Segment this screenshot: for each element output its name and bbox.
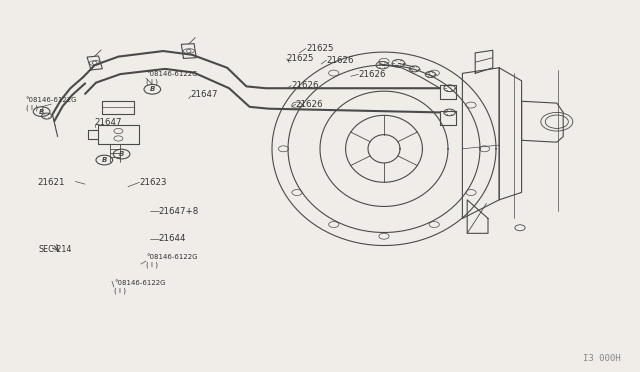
Text: 21625: 21625 [306,44,333,53]
Text: 21647: 21647 [191,90,218,99]
Text: B: B [102,157,107,163]
Text: B: B [39,109,44,115]
Text: I3 000H: I3 000H [583,354,621,363]
Text: 21647+8: 21647+8 [159,207,199,216]
Text: 21626: 21626 [358,70,386,79]
Text: °08146-6122G
( I ): °08146-6122G ( I ) [114,280,165,294]
Text: 21623: 21623 [140,178,167,187]
Text: °08146-6122G
( I ): °08146-6122G ( I ) [26,97,77,111]
Text: 21647: 21647 [95,118,122,127]
Text: 21626: 21626 [326,56,354,65]
Text: 21626: 21626 [296,100,323,109]
Text: 21625: 21625 [287,54,314,63]
Text: 21626: 21626 [291,81,319,90]
Text: SEC.214: SEC.214 [38,245,72,254]
Text: °08146-6122G
( I ): °08146-6122G ( I ) [146,71,197,85]
Text: B: B [150,86,155,92]
Text: B: B [119,151,124,157]
Text: 21644: 21644 [159,234,186,243]
Text: °08146-6122G
( I ): °08146-6122G ( I ) [146,254,197,268]
Text: 21621: 21621 [37,178,65,187]
